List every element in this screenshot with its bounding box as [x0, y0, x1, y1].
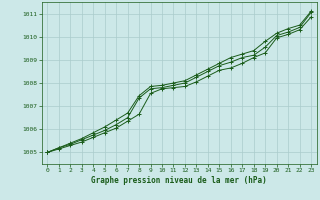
X-axis label: Graphe pression niveau de la mer (hPa): Graphe pression niveau de la mer (hPa) [91, 176, 267, 185]
